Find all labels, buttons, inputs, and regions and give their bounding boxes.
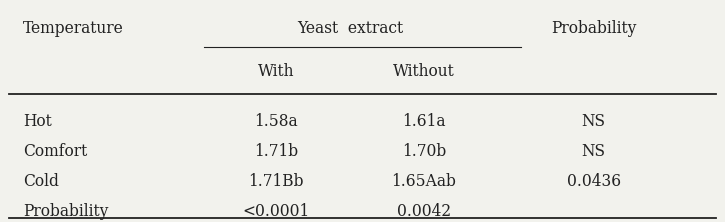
Text: 1.70b: 1.70b <box>402 143 446 160</box>
Text: NS: NS <box>581 143 605 160</box>
Text: Cold: Cold <box>23 173 59 190</box>
Text: 0.0436: 0.0436 <box>566 173 621 190</box>
Text: 1.65Aab: 1.65Aab <box>392 173 456 190</box>
Text: 0.0042: 0.0042 <box>397 203 451 220</box>
Text: Temperature: Temperature <box>23 20 124 37</box>
Text: Comfort: Comfort <box>23 143 87 160</box>
Text: Probability: Probability <box>23 203 109 220</box>
Text: Probability: Probability <box>551 20 637 37</box>
Text: 1.71Bb: 1.71Bb <box>248 173 304 190</box>
Text: 1.71b: 1.71b <box>254 143 298 160</box>
Text: Yeast  extract: Yeast extract <box>297 20 403 37</box>
Text: <0.0001: <0.0001 <box>242 203 310 220</box>
Text: Hot: Hot <box>23 113 51 129</box>
Text: 1.61a: 1.61a <box>402 113 446 129</box>
Text: Without: Without <box>393 63 455 79</box>
Text: 1.58a: 1.58a <box>254 113 298 129</box>
Text: With: With <box>257 63 294 79</box>
Text: NS: NS <box>581 113 605 129</box>
